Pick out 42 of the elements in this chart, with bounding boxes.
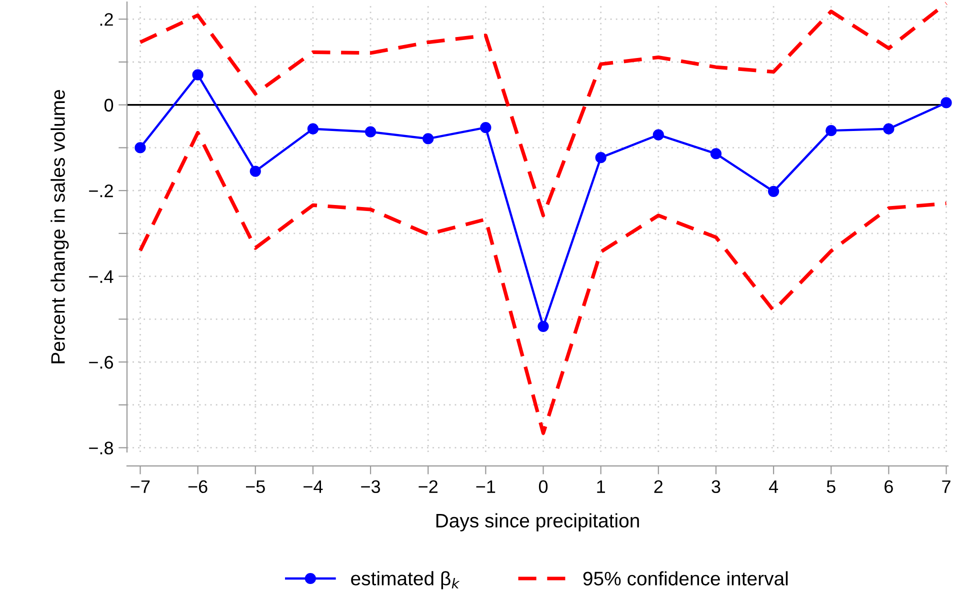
legend-label: 95% confidence interval bbox=[583, 571, 788, 586]
x-tick-label: −3 bbox=[361, 480, 380, 494]
point bbox=[652, 129, 664, 140]
legend-label: estimated β$_{k}$ bbox=[351, 571, 460, 590]
x-tick-label: −6 bbox=[188, 480, 208, 494]
x-tick-label: −7 bbox=[130, 480, 150, 493]
y-tick-label: −.6 bbox=[89, 356, 114, 369]
point bbox=[307, 123, 319, 134]
point bbox=[595, 152, 606, 164]
point bbox=[883, 123, 894, 134]
x-tick-label: 0 bbox=[538, 480, 548, 494]
x-tick-label: −5 bbox=[246, 480, 265, 494]
y-tick-label: −.8 bbox=[89, 442, 114, 454]
x-tick-label: 3 bbox=[712, 480, 720, 494]
x-tick-label: 2 bbox=[654, 480, 663, 493]
point bbox=[134, 142, 146, 154]
point bbox=[192, 69, 204, 80]
x-tick-label: −4 bbox=[304, 480, 323, 493]
x-axis-title: Days since precipitation bbox=[436, 513, 639, 532]
point bbox=[940, 97, 952, 108]
point bbox=[538, 320, 549, 332]
point bbox=[710, 148, 722, 160]
y-axis-title: Percent change in sales volume bbox=[50, 90, 69, 364]
x-tick-label: 6 bbox=[884, 480, 893, 494]
y-tick-label: −.2 bbox=[89, 184, 113, 198]
x-tick-label: 7 bbox=[942, 480, 950, 493]
x-tick-label: −1 bbox=[476, 480, 496, 493]
point bbox=[422, 133, 434, 144]
x-tick-label: 5 bbox=[826, 480, 836, 494]
point bbox=[768, 186, 780, 197]
line-series bbox=[138, 1, 948, 218]
y-tick-label: −.4 bbox=[89, 270, 114, 283]
y-tick-label: 0 bbox=[104, 98, 114, 112]
x-tick-label: −2 bbox=[418, 480, 438, 493]
point bbox=[826, 125, 837, 136]
line-series bbox=[138, 130, 948, 435]
point bbox=[250, 166, 261, 177]
x-tick-label: 4 bbox=[768, 480, 778, 493]
point bbox=[480, 122, 492, 134]
x-tick-label: 1 bbox=[597, 480, 605, 493]
y-tick-label: .2 bbox=[100, 13, 113, 26]
point bbox=[364, 126, 376, 138]
